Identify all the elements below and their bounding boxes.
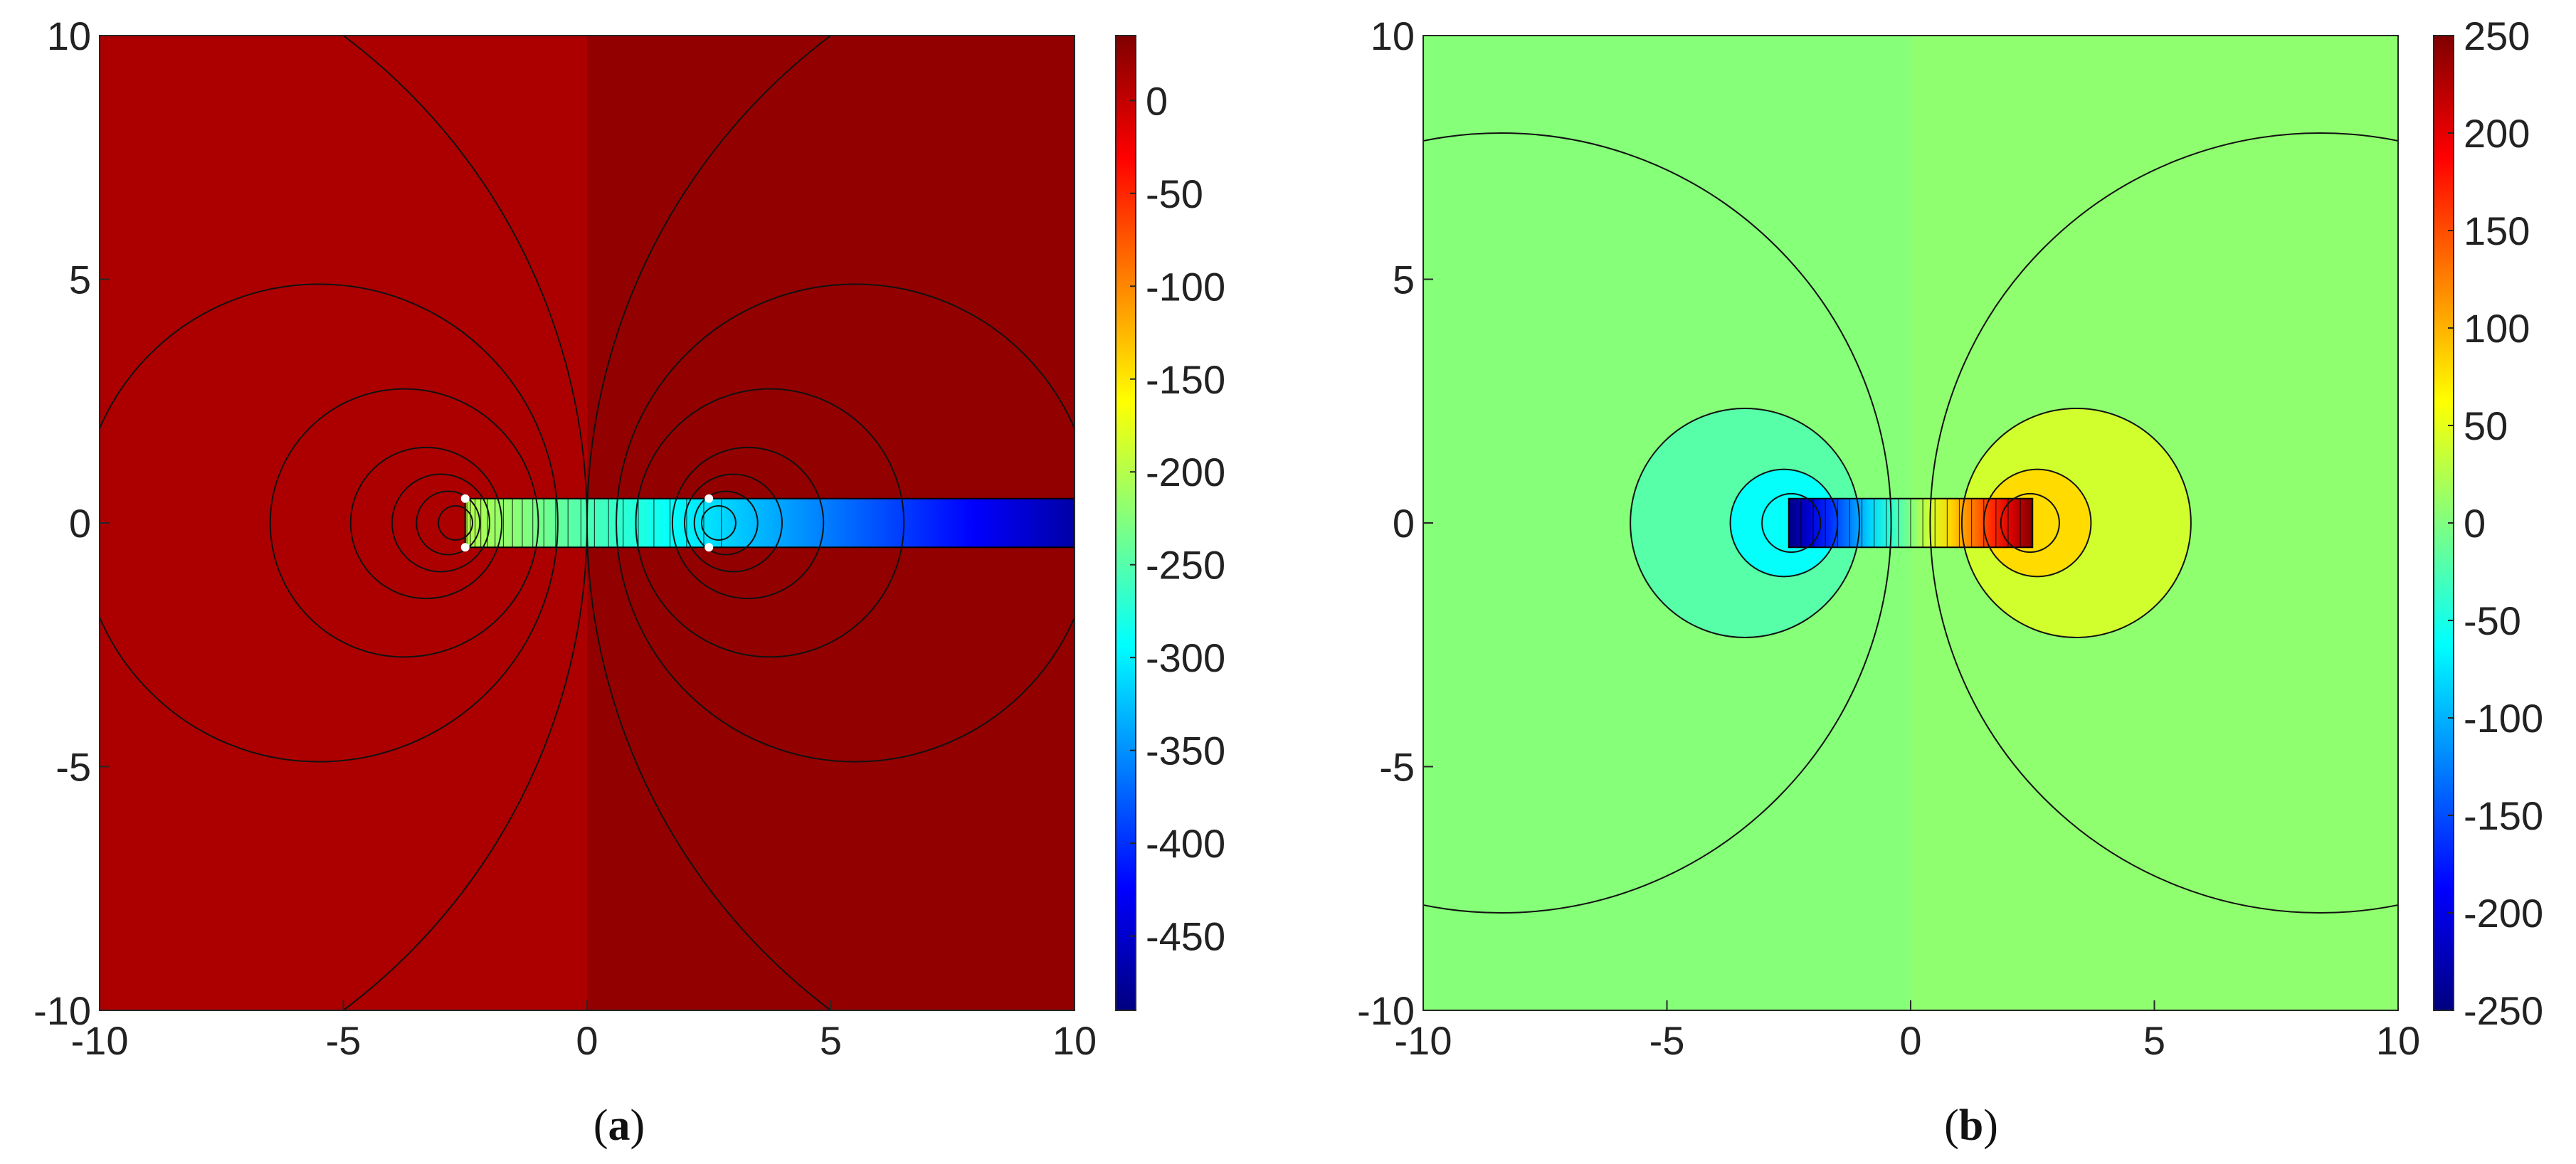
x-tick-label-0: -10 xyxy=(1395,1018,1452,1063)
y-tick-label-2: 0 xyxy=(69,501,91,546)
corner-marker-2 xyxy=(704,494,714,503)
contour-line-10 xyxy=(693,490,759,556)
y-tick-label-3: -5 xyxy=(1379,745,1415,790)
colorbar-tick-label-7: -100 xyxy=(2464,696,2543,741)
contour-line-2 xyxy=(1630,408,1861,638)
x-tick-label-3: 5 xyxy=(820,1018,842,1063)
colorbar-tick-label-1: -50 xyxy=(1146,171,1203,216)
contour-line-5 xyxy=(438,505,474,541)
y-tick-label-3: -5 xyxy=(56,745,91,790)
colorbar-tick-label-8: -400 xyxy=(1146,821,1225,866)
contour-line-9 xyxy=(684,473,783,573)
contour-line-3 xyxy=(1960,408,2192,638)
colorbar-tick-label-9: -450 xyxy=(1146,914,1225,959)
contour-line-5 xyxy=(1983,468,2092,578)
colorbar-tick-label-2: -100 xyxy=(1146,264,1225,309)
corner-marker-0 xyxy=(460,494,470,503)
contour-line-13 xyxy=(586,36,833,1010)
colorbar-tick-label-8: -150 xyxy=(2464,793,2543,838)
contour-line-6 xyxy=(1761,492,1822,554)
colorbar-tick-label-6: -300 xyxy=(1146,635,1225,680)
caption-a-letter: a xyxy=(608,1101,630,1150)
x-tick-label-2: 0 xyxy=(576,1018,598,1063)
contour-fill-2 xyxy=(1730,469,1838,577)
colorbar-tick-label-7: -350 xyxy=(1146,729,1225,773)
caption-b-open: ( xyxy=(1944,1101,1959,1150)
colorbar-tick-label-5: -250 xyxy=(1146,543,1225,588)
x-tick-label-4: 10 xyxy=(2376,1018,2420,1063)
contour-line-3 xyxy=(391,473,490,573)
contour-line-1 xyxy=(1929,132,2398,914)
caption-b-close: ) xyxy=(1983,1101,1998,1150)
colorbar-tick-label-0: 250 xyxy=(2464,14,2530,58)
contour-line-7 xyxy=(635,388,905,658)
contour-line-4 xyxy=(1729,468,1839,578)
panel-b: -10 -5 0 5 101050-5-10250200150100500-50-100… xyxy=(1357,14,2543,1063)
y-tick-label-0: 10 xyxy=(1371,14,1415,58)
colorbar-tick-label-1: 200 xyxy=(2464,111,2530,156)
colorbar-tick-label-3: 100 xyxy=(2464,306,2530,351)
contour-line-11 xyxy=(700,505,737,541)
y-tick-label-4: -10 xyxy=(33,988,91,1033)
contour-line-0 xyxy=(100,283,559,763)
colorbar-tick-label-4: -200 xyxy=(1146,450,1225,494)
x-tick-label-4: 10 xyxy=(1052,1018,1097,1063)
y-tick-label-1: 5 xyxy=(1393,258,1415,302)
contour-line-1 xyxy=(269,388,539,658)
colorbar-tick-label-3: -150 xyxy=(1146,357,1225,402)
x-tick-label-1: -5 xyxy=(326,1018,361,1063)
contour-line-4 xyxy=(416,490,481,556)
caption-a-open: ( xyxy=(593,1101,608,1150)
contour-line-6 xyxy=(616,283,1075,763)
plot-area xyxy=(1423,36,2398,1010)
y-tick-label-4: -10 xyxy=(1357,988,1415,1033)
caption-b: (b) xyxy=(1944,1101,1998,1150)
colorbar-tick-label-2: 150 xyxy=(2464,208,2530,253)
contour-line-2 xyxy=(349,446,503,600)
colorbar-tick-label-6: -50 xyxy=(2464,598,2521,643)
strip xyxy=(464,497,1075,549)
colorbar-tick-label-4: 50 xyxy=(2464,403,2508,448)
x-tick-label-0: -10 xyxy=(71,1018,129,1063)
y-tick-label-1: 5 xyxy=(69,258,91,302)
colorbar-tick-label-5: 0 xyxy=(2464,501,2486,546)
colorbar-frame xyxy=(1115,35,1136,1011)
colorbar-tick-label-10: -250 xyxy=(2464,988,2543,1033)
x-tick-label-1: -5 xyxy=(1649,1018,1685,1063)
x-tick-label-3: 5 xyxy=(2143,1018,2165,1063)
corner-marker-3 xyxy=(704,543,714,552)
x-tick-label-2: 0 xyxy=(1899,1018,1921,1063)
y-tick-label-0: 10 xyxy=(47,14,91,58)
y-tick-label-2: 0 xyxy=(1393,501,1415,546)
contour-line-8 xyxy=(671,446,825,600)
corner-marker-1 xyxy=(460,543,470,552)
colorbar-tick-label-9: -200 xyxy=(2464,891,2543,936)
caption-b-letter: b xyxy=(1959,1101,1983,1150)
contour-line-7 xyxy=(2000,492,2060,554)
plot-area xyxy=(100,36,1075,1010)
caption-a-close: ) xyxy=(630,1101,645,1150)
contour-line-0 xyxy=(1423,132,1892,914)
caption-a: (a) xyxy=(593,1101,645,1150)
panel-a: -10 -5 0 5 101050-5-100-50-100-150-200-250-3… xyxy=(33,14,1225,1063)
colorbar xyxy=(1116,36,1136,1010)
contour-fill-3 xyxy=(1983,469,2091,577)
colorbar-tick-label-0: 0 xyxy=(1146,78,1168,123)
